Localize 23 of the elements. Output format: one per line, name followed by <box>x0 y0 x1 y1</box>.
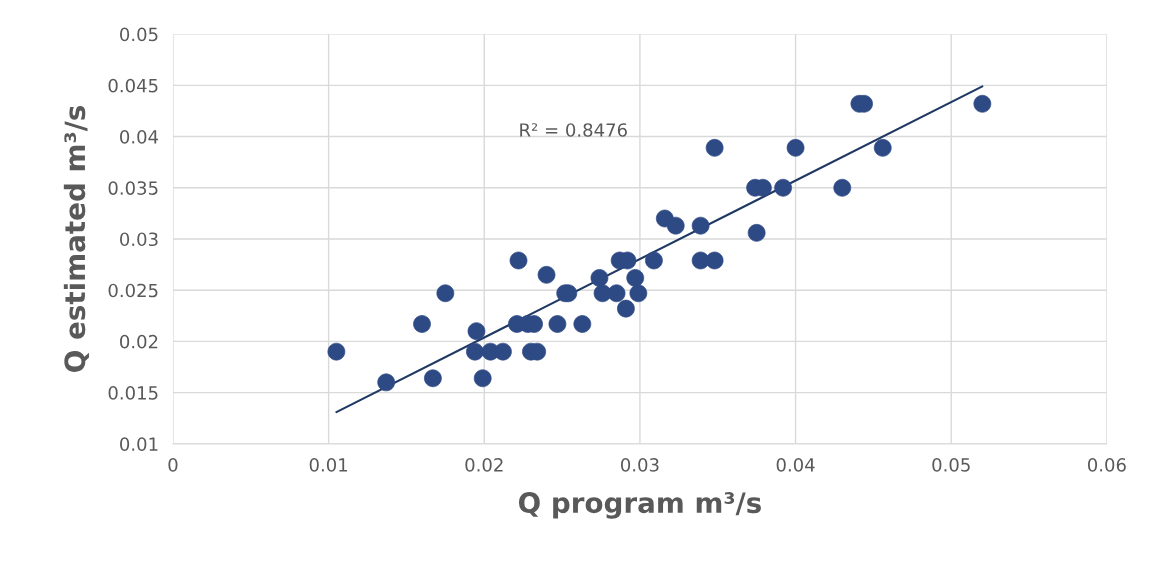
x-tick-label: 0 <box>168 458 178 472</box>
x-tick-label: 0.04 <box>776 458 815 472</box>
x-tick-label: 0.03 <box>621 458 659 472</box>
y-tick-label: 0.035 <box>108 181 158 195</box>
y-tick-label: 0.05 <box>120 27 158 42</box>
y-axis-title: Q estimated m³/s <box>63 105 89 372</box>
point <box>607 284 626 303</box>
annotation: R² = 0.8476 <box>520 123 627 137</box>
y-tick-label: 0.045 <box>108 78 158 93</box>
point <box>786 138 805 157</box>
y-tick-label: 0.01 <box>120 437 158 451</box>
x-axis-title: Q program m³/s <box>518 492 761 519</box>
point <box>833 178 852 197</box>
y-tick-label: 0.03 <box>120 232 158 247</box>
x-tick-label: 0.01 <box>309 458 348 472</box>
point <box>467 322 486 341</box>
x-tick-label: 0.05 <box>932 458 970 472</box>
y-tick-label: 0.02 <box>120 334 158 349</box>
y-tick-label: 0.025 <box>108 283 158 298</box>
y-tick-label: 0.04 <box>120 130 159 144</box>
y-tick-label: 0.015 <box>108 386 158 400</box>
x-tick-label: 0.02 <box>465 458 503 472</box>
x-tick-label: 0.06 <box>1087 458 1126 472</box>
